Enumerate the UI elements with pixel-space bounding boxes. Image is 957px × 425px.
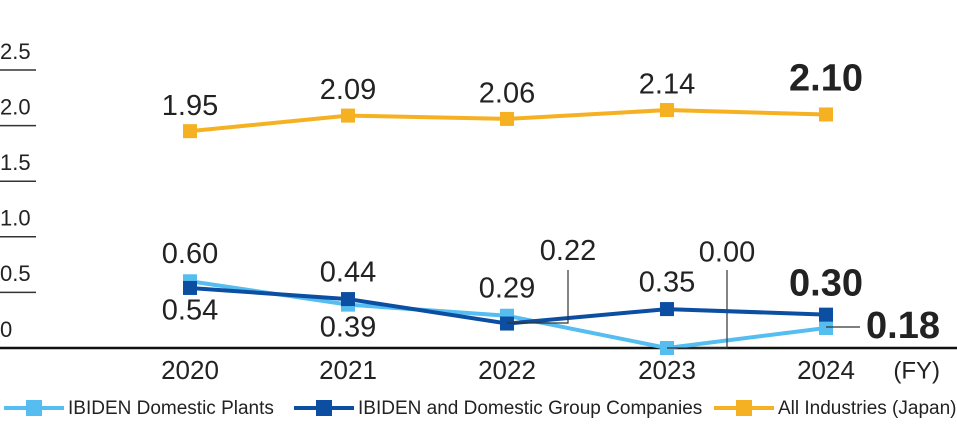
value-label: 2.10 xyxy=(789,58,863,100)
value-label: 2.06 xyxy=(479,78,535,110)
legend-label: IBIDEN Domestic Plants xyxy=(68,398,274,419)
value-label: 0.44 xyxy=(320,257,376,289)
leader-line xyxy=(507,270,569,324)
legend-swatch xyxy=(736,400,752,416)
leader-line xyxy=(667,270,728,349)
legend-label: All Industries (Japan) xyxy=(778,398,956,419)
y-tick-label: 0 xyxy=(0,317,12,342)
value-label: 0.30 xyxy=(789,263,863,305)
x-tick-label: 2020 xyxy=(161,355,219,385)
y-tick-label: 0.5 xyxy=(0,261,31,286)
point-marker xyxy=(819,107,833,122)
y-tick-label: 2.0 xyxy=(0,94,31,119)
x-axis-label: (FY) xyxy=(893,357,940,384)
value-label: 0.18 xyxy=(866,305,940,347)
x-tick-label: 2022 xyxy=(478,355,536,385)
value-label: 0.29 xyxy=(479,272,535,304)
point-marker xyxy=(183,124,197,139)
y-tick-label: 1.5 xyxy=(0,150,31,175)
point-marker xyxy=(341,292,355,307)
value-label: 0.22 xyxy=(540,235,596,267)
legend-label: IBIDEN and Domestic Group Companies xyxy=(358,398,702,419)
legend-swatch xyxy=(26,400,42,416)
value-label: 1.95 xyxy=(162,90,218,122)
point-marker xyxy=(819,307,833,322)
value-label: 0.39 xyxy=(320,311,376,343)
value-label: 0.35 xyxy=(639,267,695,299)
point-marker xyxy=(660,302,674,317)
x-tick-label: 2021 xyxy=(319,355,377,385)
value-label: 2.09 xyxy=(320,74,376,106)
point-marker xyxy=(500,111,514,126)
value-label: 0.00 xyxy=(699,237,755,269)
value-label: 2.14 xyxy=(639,69,695,101)
y-tick-label: 1.0 xyxy=(0,206,31,231)
point-marker xyxy=(660,103,674,118)
value-label: 0.60 xyxy=(162,238,218,270)
point-marker xyxy=(183,280,197,295)
value-label: 0.54 xyxy=(162,295,218,327)
point-marker xyxy=(341,108,355,123)
x-tick-label: 2023 xyxy=(638,355,696,385)
x-tick-label: 2024 xyxy=(797,355,855,385)
point-marker xyxy=(819,320,833,335)
y-tick-label: 2.5 xyxy=(0,39,31,64)
legend-swatch xyxy=(316,400,332,416)
